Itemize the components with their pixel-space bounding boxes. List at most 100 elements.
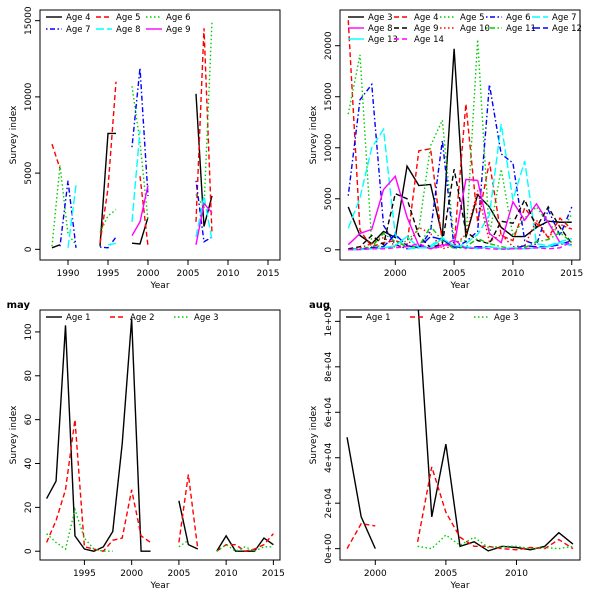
legend-label: Age 11	[506, 24, 536, 34]
y-tick-label: 0e+00	[324, 533, 334, 564]
series-line	[51, 28, 213, 247]
x-tick-label: 1995	[73, 569, 96, 579]
plot-frame	[39, 309, 281, 561]
y-axis-label: Survey index	[9, 105, 19, 164]
series-line	[59, 67, 213, 249]
series-line	[346, 466, 574, 551]
series-line	[51, 93, 213, 249]
legend-label: Age 3	[194, 313, 219, 323]
x-tick-label: 2005	[443, 269, 466, 279]
series-line	[417, 534, 574, 550]
y-axis-label: Survey index	[309, 105, 319, 164]
y-tick-label: 15000	[324, 82, 334, 111]
y-tick-label: 1e+05	[324, 306, 334, 336]
y-tick-label: 10000	[24, 82, 34, 111]
x-axis-label: Year	[149, 281, 169, 291]
x-axis-label: Year	[449, 281, 469, 291]
x-tick-label: 2000	[384, 269, 407, 279]
legend-label: Age 10	[460, 24, 490, 34]
series-line	[46, 507, 274, 553]
series-group	[346, 310, 574, 552]
x-axis-label: Year	[149, 581, 169, 591]
legend-label: Age 9	[166, 25, 191, 35]
chart-panel-2: 2000 2005 2010 2015 0 5000 10000 15000 20000 Year…	[309, 9, 583, 291]
legend-label: Age 1	[66, 313, 91, 323]
series-line	[348, 238, 573, 251]
legend-label: Age 2	[430, 313, 455, 323]
y-tick-label: 6e+04	[324, 397, 334, 428]
y-tick-label: 2e+04	[324, 488, 334, 519]
x-tick-label: 2005	[167, 569, 190, 579]
x-tick-label: 2000	[364, 569, 387, 579]
series-group	[45, 318, 274, 553]
x-tick-label: 2010	[215, 569, 238, 579]
x-tick-label: 2015	[262, 569, 285, 579]
series-line	[347, 82, 573, 250]
legend-label: Age 2	[130, 313, 155, 323]
y-tick-label: 4e+04	[324, 442, 334, 473]
x-tick-label: 2015	[257, 269, 280, 279]
y-tick-label: 5000	[324, 187, 334, 210]
legend-label: Age 6	[506, 13, 531, 23]
y-tick-label: 20	[24, 501, 34, 513]
series-group	[347, 20, 573, 251]
series-line	[45, 419, 274, 553]
legend-label: Age 3	[368, 13, 393, 23]
legend-label: Age 8	[368, 24, 393, 34]
y-tick-label: 0	[324, 247, 334, 253]
series-line	[131, 185, 213, 245]
legend-label: Age 4	[414, 13, 439, 23]
y-tick-label: 80	[24, 370, 34, 382]
y-tick-label: 0	[24, 246, 34, 252]
x-tick-label: 2010	[501, 269, 524, 279]
legend-label: Age 12	[552, 24, 582, 34]
legend-label: Age 1	[366, 313, 391, 323]
legend-label: Age 3	[494, 313, 519, 323]
y-tick-label: 10000	[324, 133, 334, 162]
series-line	[67, 130, 213, 248]
y-tick-label: 60	[24, 414, 34, 426]
series-line	[347, 174, 572, 250]
x-tick-label: 2000	[120, 569, 143, 579]
y-axis-label: Survey index	[9, 405, 19, 464]
x-tick-label: 2015	[560, 269, 583, 279]
y-tick-label: 40	[24, 458, 34, 470]
series-line	[348, 233, 572, 251]
series-line	[348, 169, 573, 250]
plot-frame	[339, 309, 581, 561]
series-group	[51, 20, 213, 249]
x-tick-label: 1995	[97, 269, 120, 279]
legend: Age 1 Age 2 Age 3	[346, 313, 519, 323]
x-tick-label: 2005	[434, 569, 457, 579]
x-axis-label: Year	[449, 581, 469, 591]
series-line	[347, 39, 573, 249]
legend-label: Age 7	[552, 13, 577, 23]
y-tick-label: 0	[24, 548, 34, 554]
legend: Age 4 Age 5 Age 6 Age 7 Age 8 Age 9	[46, 13, 191, 35]
x-tick-label: 2005	[177, 269, 200, 279]
y-tick-label: 100	[24, 323, 34, 340]
x-tick-label: 2010	[217, 269, 240, 279]
x-tick-label: 1990	[57, 269, 80, 279]
legend-label: Age 5	[116, 13, 141, 23]
legend-label: Age 8	[116, 25, 141, 35]
legend-label: Age 14	[414, 35, 444, 45]
series-line	[346, 310, 574, 552]
chart-panel-1: 1990 1995 2000 2005 2010 2015 0 5000 10000 15000 Y…	[9, 6, 281, 291]
y-tick-label: 15000	[24, 6, 34, 35]
chart-panel-3: 1995 2000 2005 2010 2015 0 20 40 60 80 100 Year Surv…	[7, 300, 285, 591]
y-tick-label: 20000	[324, 31, 334, 60]
series-line	[45, 318, 274, 552]
chart-title: may	[7, 300, 31, 311]
y-tick-label: 5000	[24, 161, 34, 184]
chart-panel-4: 2000 2005 2010 0e+00 2e+04 4e+04 6e+04 8e+04 1e+…	[309, 300, 581, 591]
y-axis-label: Survey index	[309, 405, 319, 464]
legend-label: Age 7	[66, 25, 91, 35]
x-tick-label: 2010	[505, 569, 528, 579]
legend: Age 1 Age 2 Age 3	[46, 313, 219, 323]
chart-title: aug	[309, 300, 330, 311]
legend-label: Age 4	[66, 13, 91, 23]
y-tick-label: 8e+04	[324, 351, 334, 382]
